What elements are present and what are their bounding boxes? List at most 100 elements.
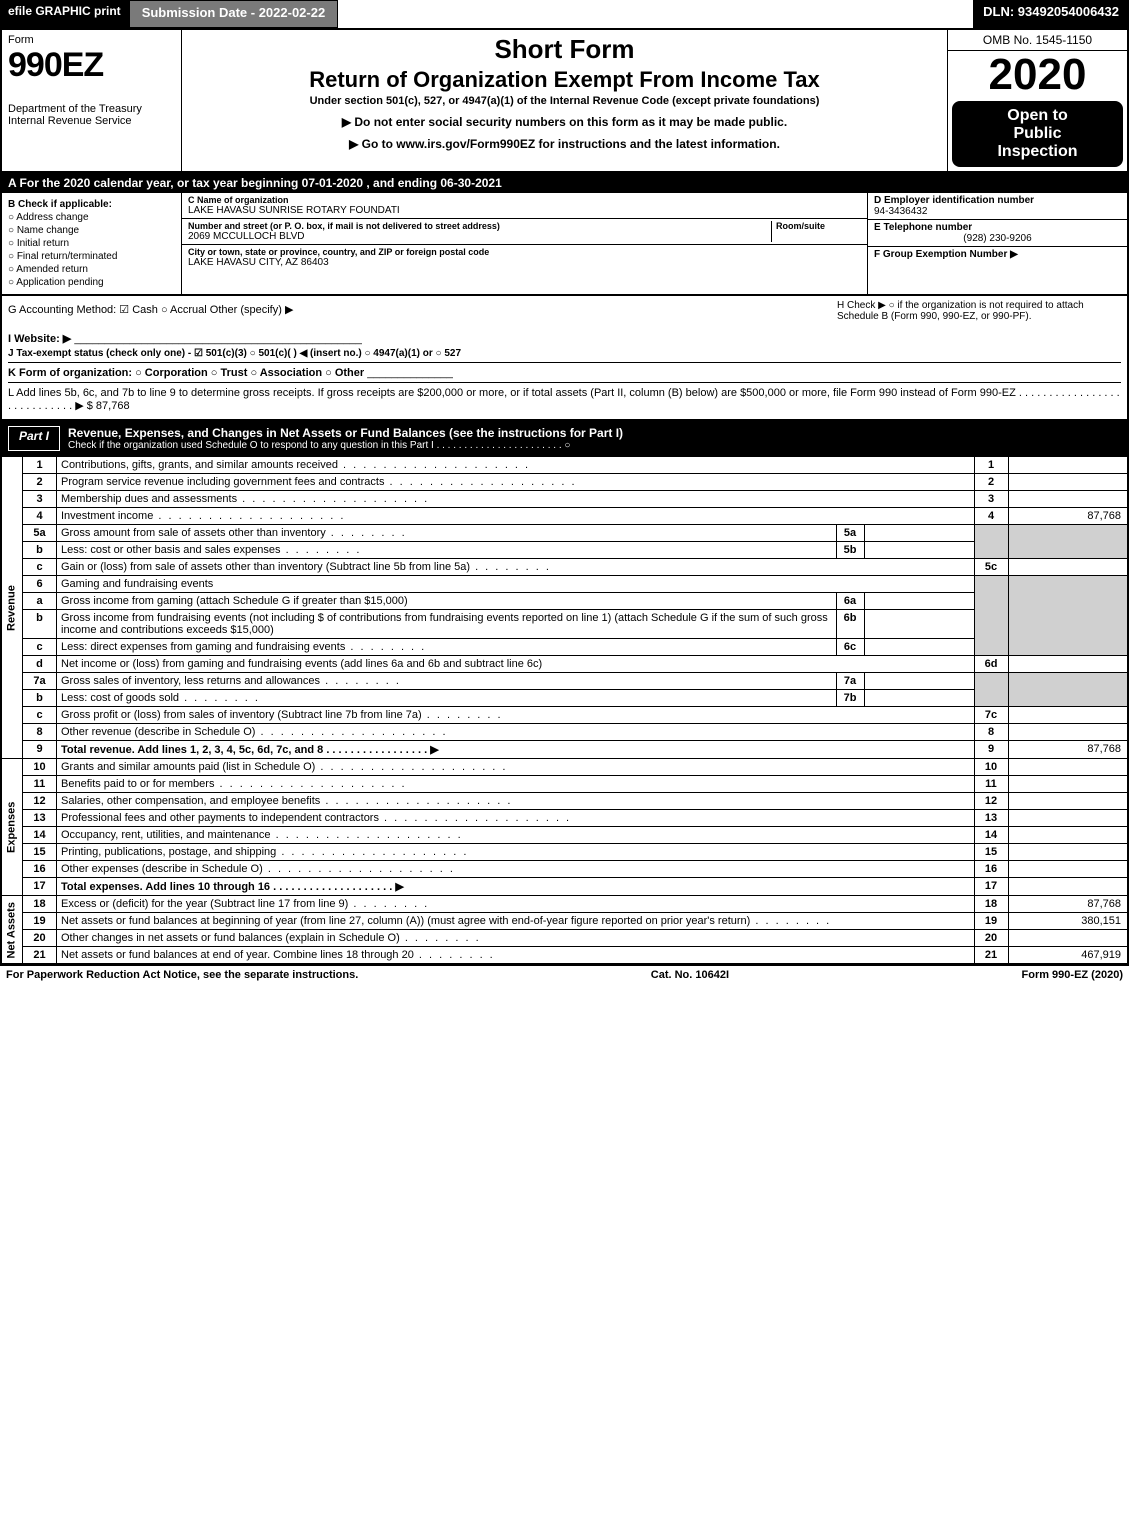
- line-num: 19: [23, 913, 57, 930]
- table-row: 7a Gross sales of inventory, less return…: [1, 673, 1128, 690]
- check-address-change[interactable]: Address change: [8, 212, 175, 223]
- line-amount: [1008, 827, 1128, 844]
- line-amount: [1008, 793, 1128, 810]
- line-num: a: [23, 593, 57, 610]
- table-row: 5a Gross amount from sale of assets othe…: [1, 525, 1128, 542]
- table-row: 21 Net assets or fund balances at end of…: [1, 947, 1128, 965]
- line-amount: [1008, 930, 1128, 947]
- mid-val: [864, 690, 974, 707]
- line-amount: [1008, 491, 1128, 508]
- mid-num: 5a: [836, 525, 864, 542]
- org-name-cell: C Name of organization LAKE HAVASU SUNRI…: [182, 193, 867, 219]
- col-b-title: B Check if applicable:: [8, 199, 175, 210]
- line-amount: [1008, 759, 1128, 776]
- line-desc: Less: direct expenses from gaming and fu…: [57, 639, 837, 656]
- mid-num: 7b: [836, 690, 864, 707]
- line-desc: Other changes in net assets or fund bala…: [57, 930, 975, 947]
- line-num: 20: [23, 930, 57, 947]
- short-form-title: Short Form: [192, 34, 937, 65]
- table-row: 13 Professional fees and other payments …: [1, 810, 1128, 827]
- line-l: L Add lines 5b, 6c, and 7b to line 9 to …: [8, 382, 1121, 412]
- table-row: c Gross profit or (loss) from sales of i…: [1, 707, 1128, 724]
- table-row: 17 Total expenses. Add lines 10 through …: [1, 878, 1128, 896]
- check-name-change[interactable]: Name change: [8, 225, 175, 236]
- top-bar: efile GRAPHIC print Submission Date - 20…: [0, 0, 1129, 28]
- line-desc: Other expenses (describe in Schedule O): [57, 861, 975, 878]
- return-title: Return of Organization Exempt From Incom…: [192, 67, 937, 93]
- check-application-pending[interactable]: Application pending: [8, 277, 175, 288]
- line-amount: [1008, 878, 1128, 896]
- table-row: Expenses 10 Grants and similar amounts p…: [1, 759, 1128, 776]
- line-desc: Gross income from gaming (attach Schedul…: [57, 593, 837, 610]
- line-rnum: 6d: [974, 656, 1008, 673]
- line-rnum: 14: [974, 827, 1008, 844]
- line-desc: Salaries, other compensation, and employ…: [57, 793, 975, 810]
- line-rnum: 18: [974, 896, 1008, 913]
- spacer: [338, 0, 973, 28]
- line-amount: [1008, 724, 1128, 741]
- mid-val: [864, 593, 974, 610]
- line-j: J Tax-exempt status (check only one) - ☑…: [8, 348, 1121, 359]
- line-k: K Form of organization: ○ Corporation ○ …: [8, 362, 1121, 379]
- city-cell: City or town, state or province, country…: [182, 245, 867, 270]
- street-address: 2069 MCCULLOCH BLVD: [188, 231, 771, 242]
- table-row: 20 Other changes in net assets or fund b…: [1, 930, 1128, 947]
- line-rnum: 10: [974, 759, 1008, 776]
- line-desc: Professional fees and other payments to …: [57, 810, 975, 827]
- efile-print-button[interactable]: efile GRAPHIC print: [0, 0, 129, 28]
- line-num: 11: [23, 776, 57, 793]
- lines-g-through-l: H Check ▶ ○ if the organization is not r…: [0, 296, 1129, 421]
- line-num: 6: [23, 576, 57, 593]
- line-desc: Gross income from fundraising events (no…: [57, 610, 837, 639]
- line-num: 1: [23, 457, 57, 474]
- grey-cell: [1008, 576, 1128, 656]
- line-num: c: [23, 707, 57, 724]
- form-header: Form 990EZ Department of the Treasury In…: [0, 28, 1129, 173]
- line-desc: Grants and similar amounts paid (list in…: [57, 759, 975, 776]
- revenue-expense-table: Revenue 1 Contributions, gifts, grants, …: [0, 456, 1129, 965]
- revenue-side-label: Revenue: [1, 457, 23, 759]
- line-num: 4: [23, 508, 57, 525]
- dln-label: DLN: 93492054006432: [973, 0, 1129, 28]
- line-amount: 87,768: [1008, 508, 1128, 525]
- line-desc: Total expenses. Add lines 10 through 16 …: [57, 878, 975, 896]
- submission-date: Submission Date - 2022-02-22: [129, 0, 339, 28]
- table-row: 12 Salaries, other compensation, and emp…: [1, 793, 1128, 810]
- phone-label: E Telephone number: [874, 222, 1121, 233]
- phone-value: (928) 230-9206: [874, 233, 1121, 244]
- grey-cell: [974, 525, 1008, 559]
- form-right: OMB No. 1545-1150 2020 Open to Public In…: [947, 30, 1127, 171]
- line-rnum: 15: [974, 844, 1008, 861]
- line-rnum: 2: [974, 474, 1008, 491]
- form-label: Form: [8, 34, 175, 46]
- line-desc: Less: cost of goods sold: [57, 690, 837, 707]
- mid-num: 6a: [836, 593, 864, 610]
- line-num: b: [23, 610, 57, 639]
- line-rnum: 21: [974, 947, 1008, 965]
- table-row: 3 Membership dues and assessments 3: [1, 491, 1128, 508]
- goto-link[interactable]: ▶ Go to www.irs.gov/Form990EZ for instru…: [192, 137, 937, 151]
- line-desc: Membership dues and assessments: [57, 491, 975, 508]
- check-amended-return[interactable]: Amended return: [8, 264, 175, 275]
- table-row: 6 Gaming and fundraising events: [1, 576, 1128, 593]
- line-rnum: 16: [974, 861, 1008, 878]
- line-rnum: 8: [974, 724, 1008, 741]
- line-rnum: 7c: [974, 707, 1008, 724]
- netassets-side-label: Net Assets: [1, 896, 23, 965]
- line-amount: [1008, 776, 1128, 793]
- line-amount: [1008, 861, 1128, 878]
- line-num: 12: [23, 793, 57, 810]
- ein-cell: D Employer identification number 94-3436…: [868, 193, 1127, 220]
- phone-cell: E Telephone number (928) 230-9206: [868, 220, 1127, 247]
- footer-mid: Cat. No. 10642I: [651, 969, 729, 981]
- info-block: B Check if applicable: Address change Na…: [0, 193, 1129, 296]
- check-final-return[interactable]: Final return/terminated: [8, 251, 175, 262]
- line-amount: [1008, 844, 1128, 861]
- check-initial-return[interactable]: Initial return: [8, 238, 175, 249]
- line-num: 14: [23, 827, 57, 844]
- table-row: 11 Benefits paid to or for members 11: [1, 776, 1128, 793]
- column-de: D Employer identification number 94-3436…: [867, 193, 1127, 294]
- line-amount: [1008, 656, 1128, 673]
- table-row: b Less: cost of goods sold 7b: [1, 690, 1128, 707]
- table-row: 2 Program service revenue including gove…: [1, 474, 1128, 491]
